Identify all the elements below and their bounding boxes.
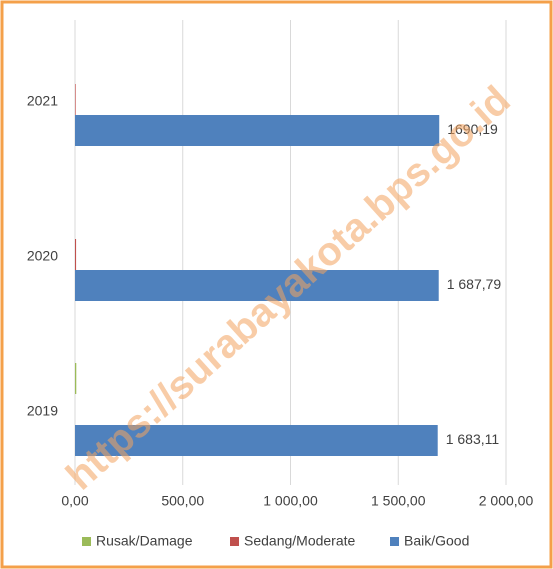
bar [75,270,439,301]
x-tick-label: 2 000,00 [479,493,534,509]
bar [75,239,77,270]
legend-swatch [82,537,91,546]
x-tick-label: 0,00 [61,493,88,509]
legend-swatch [230,537,239,546]
y-tick-label: 2019 [27,403,58,419]
legend-label: Baik/Good [404,533,469,549]
legend-label: Sedang/Moderate [244,533,356,549]
data-label: 1 683,11 [446,431,500,447]
bar [75,425,438,456]
x-tick-label: 500,00 [161,493,204,509]
bar [75,115,440,146]
x-tick-label: 1 000,00 [263,493,318,509]
bar [75,363,77,394]
bar [75,84,76,115]
y-tick-label: 2021 [27,93,58,109]
x-tick-label: 1 500,00 [371,493,426,509]
data-label: 1690,19 [447,121,498,137]
legend-swatch [390,537,399,546]
legend-label: Rusak/Damage [96,533,193,549]
y-tick-label: 2020 [27,248,58,264]
data-label: 1 687,79 [447,276,502,292]
